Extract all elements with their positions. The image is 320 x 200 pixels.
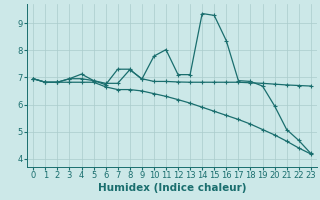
X-axis label: Humidex (Indice chaleur): Humidex (Indice chaleur): [98, 183, 246, 193]
